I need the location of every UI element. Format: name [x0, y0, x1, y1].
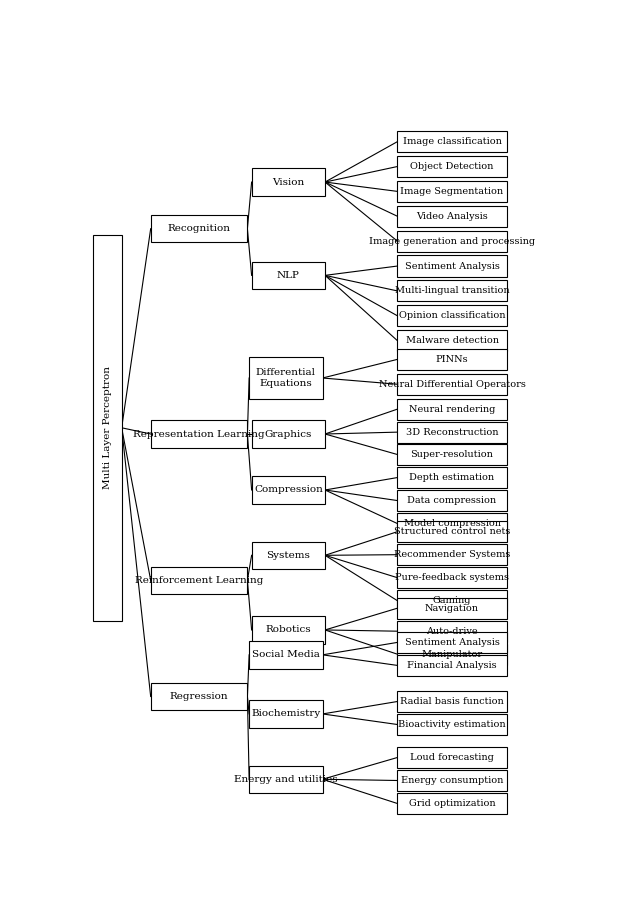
Text: Radial basis function: Radial basis function [400, 697, 504, 706]
FancyBboxPatch shape [150, 566, 248, 594]
Text: Multi Layer Perceptron: Multi Layer Perceptron [103, 367, 112, 489]
FancyBboxPatch shape [397, 621, 507, 642]
FancyBboxPatch shape [397, 181, 507, 202]
Text: Systems: Systems [266, 551, 310, 560]
FancyBboxPatch shape [150, 682, 248, 710]
FancyBboxPatch shape [397, 422, 507, 443]
FancyBboxPatch shape [397, 747, 507, 768]
FancyBboxPatch shape [397, 156, 507, 177]
Text: Pure-feedback systems: Pure-feedback systems [395, 573, 509, 582]
FancyBboxPatch shape [252, 169, 325, 196]
Text: Energy consumption: Energy consumption [401, 776, 503, 785]
FancyBboxPatch shape [397, 131, 507, 152]
Text: Robotics: Robotics [266, 625, 311, 635]
Text: Reinforcement Learning: Reinforcement Learning [135, 576, 263, 585]
Text: Financial Analysis: Financial Analysis [407, 661, 497, 670]
Text: Biochemistry: Biochemistry [252, 709, 321, 718]
Text: Recommender Systems: Recommender Systems [394, 550, 510, 559]
FancyBboxPatch shape [397, 691, 507, 712]
FancyBboxPatch shape [252, 262, 325, 289]
FancyBboxPatch shape [397, 644, 507, 665]
FancyBboxPatch shape [397, 632, 507, 653]
Text: Image Segmentation: Image Segmentation [401, 187, 504, 196]
Text: Data compression: Data compression [408, 496, 497, 505]
FancyBboxPatch shape [249, 641, 323, 669]
FancyBboxPatch shape [397, 444, 507, 465]
FancyBboxPatch shape [397, 544, 507, 565]
Text: Structured control nets: Structured control nets [394, 527, 510, 536]
FancyBboxPatch shape [397, 655, 507, 676]
Text: Image classification: Image classification [403, 137, 501, 146]
Text: Loud forecasting: Loud forecasting [410, 753, 494, 762]
Text: Neural rendering: Neural rendering [409, 404, 495, 414]
Text: Neural Differential Operators: Neural Differential Operators [379, 379, 525, 389]
Text: Multi-lingual transition: Multi-lingual transition [395, 286, 509, 296]
Text: Recognition: Recognition [168, 224, 230, 233]
Text: Navigation: Navigation [425, 603, 479, 612]
Text: 3D Reconstruction: 3D Reconstruction [406, 427, 499, 437]
Text: Grid optimization: Grid optimization [409, 799, 495, 808]
FancyBboxPatch shape [397, 490, 507, 511]
Text: Model compression: Model compression [403, 519, 500, 528]
FancyBboxPatch shape [397, 230, 507, 251]
FancyBboxPatch shape [397, 205, 507, 227]
Text: Compression: Compression [254, 485, 323, 495]
Text: Regression: Regression [170, 692, 228, 701]
FancyBboxPatch shape [397, 590, 507, 612]
FancyBboxPatch shape [252, 542, 325, 569]
FancyBboxPatch shape [397, 521, 507, 542]
Text: Depth estimation: Depth estimation [410, 473, 495, 482]
Text: Manipulator: Manipulator [421, 649, 483, 659]
FancyBboxPatch shape [397, 255, 507, 276]
Text: Differential
Equations: Differential Equations [256, 368, 316, 388]
Text: Opinion classification: Opinion classification [399, 311, 505, 321]
Text: Representation Learning: Representation Learning [133, 429, 265, 438]
FancyBboxPatch shape [397, 330, 507, 351]
Text: Vision: Vision [272, 178, 305, 187]
FancyBboxPatch shape [397, 770, 507, 791]
FancyBboxPatch shape [252, 420, 325, 448]
FancyBboxPatch shape [397, 467, 507, 488]
Text: Object Detection: Object Detection [410, 162, 493, 171]
Text: Super-resolution: Super-resolution [411, 450, 493, 459]
FancyBboxPatch shape [397, 793, 507, 814]
Text: Sentiment Analysis: Sentiment Analysis [404, 638, 499, 647]
FancyBboxPatch shape [150, 215, 248, 242]
FancyBboxPatch shape [93, 235, 122, 621]
FancyBboxPatch shape [397, 567, 507, 589]
FancyBboxPatch shape [397, 399, 507, 420]
FancyBboxPatch shape [249, 700, 323, 728]
FancyBboxPatch shape [397, 598, 507, 619]
Text: Malware detection: Malware detection [406, 336, 499, 345]
Text: Bioactivity estimation: Bioactivity estimation [398, 720, 506, 729]
FancyBboxPatch shape [397, 305, 507, 326]
Text: Gaming: Gaming [433, 596, 471, 605]
FancyBboxPatch shape [249, 765, 323, 793]
Text: Image generation and processing: Image generation and processing [369, 237, 535, 246]
Text: Social Media: Social Media [252, 650, 320, 659]
FancyBboxPatch shape [397, 280, 507, 301]
FancyBboxPatch shape [150, 420, 248, 448]
FancyBboxPatch shape [397, 349, 507, 370]
FancyBboxPatch shape [397, 513, 507, 534]
FancyBboxPatch shape [252, 476, 325, 504]
Text: PINNs: PINNs [436, 355, 468, 364]
Text: Energy and utilities: Energy and utilities [234, 775, 338, 784]
Text: Auto-drive: Auto-drive [426, 626, 478, 635]
FancyBboxPatch shape [252, 616, 325, 644]
FancyBboxPatch shape [249, 356, 323, 399]
Text: Graphics: Graphics [264, 429, 312, 438]
Text: Video Analysis: Video Analysis [416, 212, 488, 221]
Text: Sentiment Analysis: Sentiment Analysis [404, 262, 499, 271]
FancyBboxPatch shape [397, 374, 507, 395]
FancyBboxPatch shape [397, 714, 507, 735]
Text: NLP: NLP [277, 271, 300, 280]
